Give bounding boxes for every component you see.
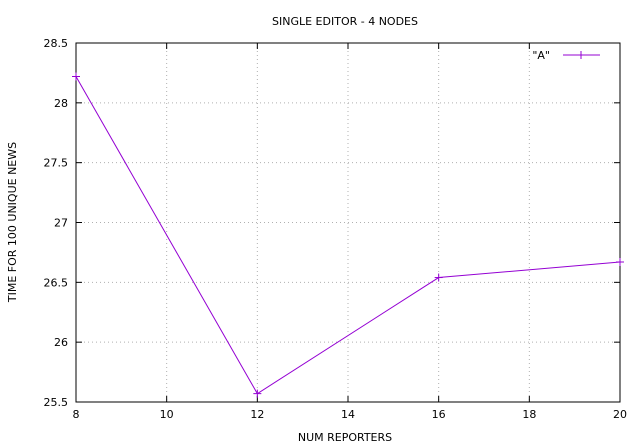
y-axis-label: TIME FOR 100 UNIQUE NEWS <box>6 142 19 303</box>
x-axis-label: NUM REPORTERS <box>298 431 392 444</box>
x-tick-label: 10 <box>160 408 174 421</box>
x-tick-label: 18 <box>522 408 536 421</box>
y-tick-label: 26 <box>54 336 68 349</box>
x-tick-label: 20 <box>613 408 627 421</box>
data-point <box>434 273 443 282</box>
y-tick-label: 27.5 <box>44 157 69 170</box>
legend: "A" <box>532 49 600 62</box>
y-tick-label: 25.5 <box>44 396 69 409</box>
y-tick-label: 28.5 <box>44 37 69 50</box>
legend-label-a: "A" <box>532 49 550 62</box>
grid-lines <box>76 43 620 402</box>
legend-marker-plus <box>577 51 585 59</box>
x-tick-label: 14 <box>341 408 355 421</box>
series-line <box>75 76 621 395</box>
y-tick-label: 28 <box>54 97 68 110</box>
y-tick-label: 26.5 <box>44 276 69 289</box>
series-layer <box>72 72 624 398</box>
data-point <box>72 72 80 81</box>
data-point <box>253 389 262 398</box>
x-tick-label: 12 <box>250 408 264 421</box>
axis-ticks: 8 10 12 14 16 18 20 25.5 26 26.5 27 27.5 28 28.5 <box>44 37 628 421</box>
x-tick-label: 16 <box>432 408 446 421</box>
data-point <box>616 257 624 266</box>
x-tick-label: 8 <box>73 408 80 421</box>
chart-title: SINGLE EDITOR - 4 NODES <box>272 15 418 28</box>
y-tick-label: 27 <box>54 217 68 230</box>
